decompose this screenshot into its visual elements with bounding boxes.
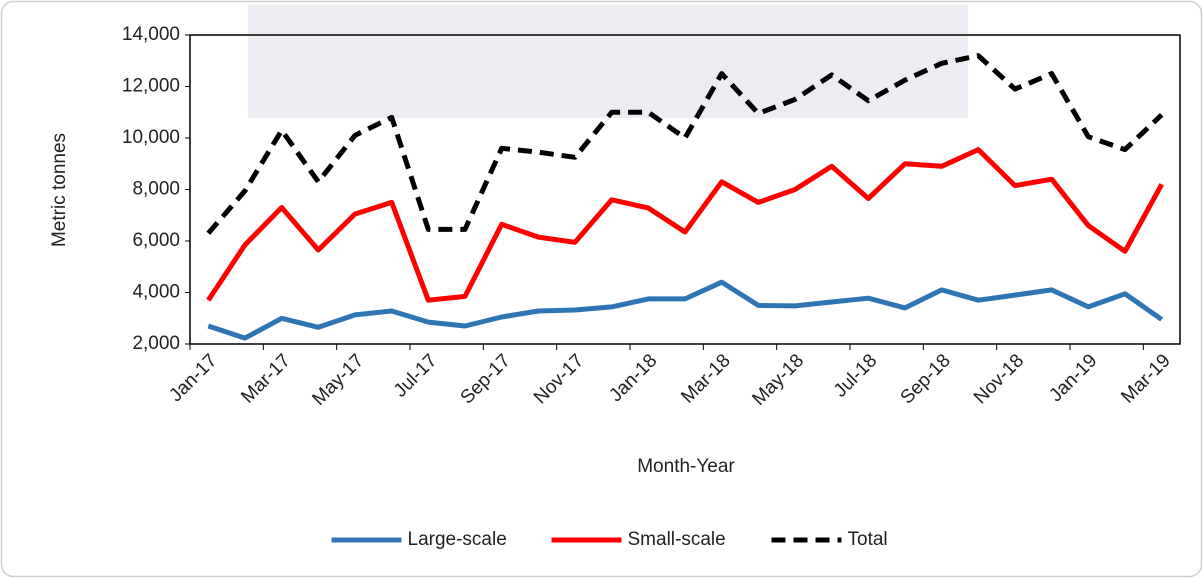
legend-label: Large-scale bbox=[408, 529, 507, 550]
series-line bbox=[206, 53, 1164, 235]
y-tick-label: 12,000 bbox=[122, 76, 180, 97]
x-axis-title: Month-Year bbox=[637, 456, 735, 477]
y-tick-label: 10,000 bbox=[122, 127, 180, 148]
legend-label: Total bbox=[848, 529, 888, 550]
y-tick-label: 14,000 bbox=[122, 24, 180, 45]
y-tick-label: 2,000 bbox=[132, 333, 180, 354]
y-tick-label: 4,000 bbox=[132, 282, 180, 303]
plot-frame bbox=[189, 34, 1181, 345]
y-tick-label: 8,000 bbox=[132, 179, 180, 200]
series-line bbox=[207, 279, 1164, 341]
y-axis-title: Metric tonnes bbox=[49, 133, 70, 247]
watermark bbox=[248, 5, 968, 118]
legend-label: Small-scale bbox=[628, 529, 726, 550]
y-tick-label: 6,000 bbox=[132, 230, 180, 251]
series-line bbox=[206, 147, 1164, 303]
